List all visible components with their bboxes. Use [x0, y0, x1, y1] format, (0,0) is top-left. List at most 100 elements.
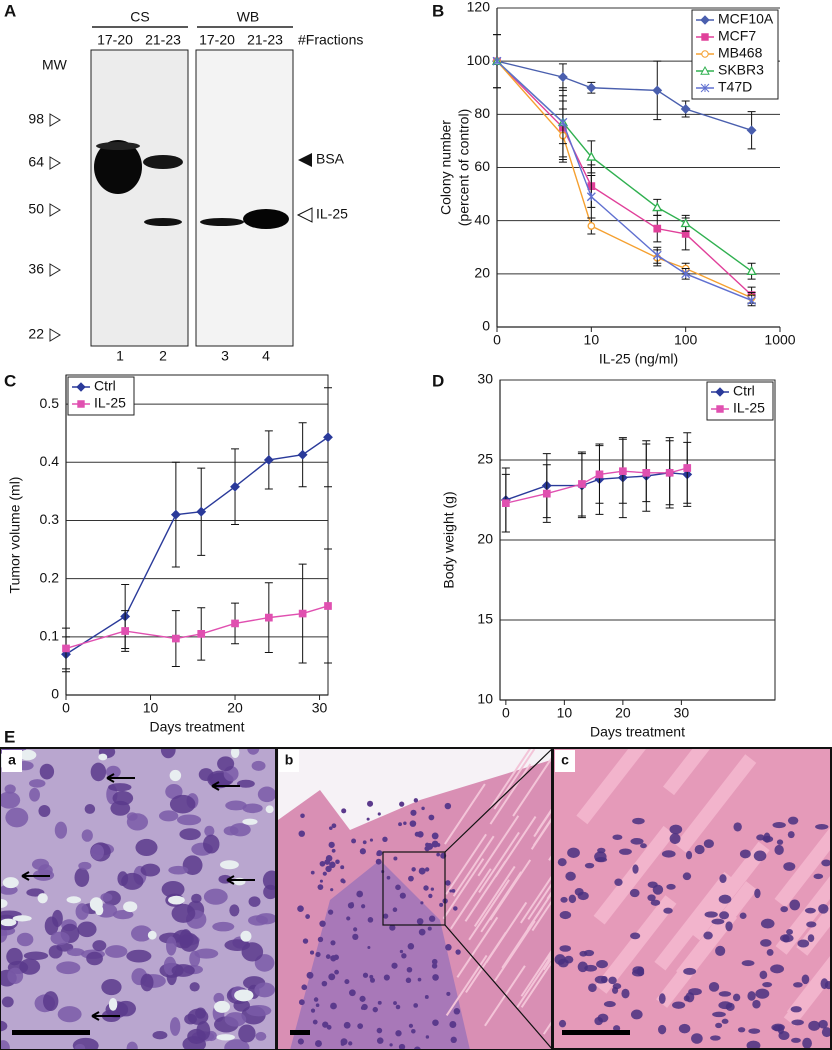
data-point — [542, 489, 551, 498]
nucleus — [309, 950, 315, 955]
nucleus — [255, 1031, 267, 1041]
mw-arrow — [49, 156, 61, 170]
lumen — [242, 818, 258, 825]
nucleus — [48, 945, 63, 959]
nucleus — [353, 927, 358, 932]
nucleus — [614, 878, 623, 886]
nucleus — [57, 1006, 82, 1023]
fiber — [542, 956, 551, 971]
nucleus — [780, 906, 789, 913]
nucleus — [300, 813, 305, 819]
y-axis-title: (percent of control) — [456, 109, 472, 227]
nucleus — [242, 803, 263, 814]
nucleus — [194, 948, 219, 959]
mw-marker: 50 — [28, 201, 44, 217]
data-point — [323, 432, 333, 443]
fiber — [444, 783, 486, 845]
nucleus — [399, 949, 404, 954]
nucleus — [746, 1040, 761, 1050]
nucleus — [233, 999, 250, 1012]
nucleus — [344, 979, 350, 985]
nucleus — [203, 834, 220, 854]
nucleus — [348, 989, 356, 997]
y-tick-label: 120 — [467, 0, 491, 15]
nucleus — [715, 1022, 723, 1029]
nucleus — [431, 840, 439, 848]
data-point — [297, 449, 308, 460]
lumen — [265, 805, 274, 814]
nucleus — [432, 965, 437, 969]
fiber — [512, 757, 551, 817]
fiber — [675, 754, 757, 853]
nucleus — [361, 904, 366, 909]
y-tick-label: 10 — [477, 691, 493, 707]
nucleus — [395, 1030, 402, 1037]
legend-marker — [700, 65, 710, 75]
nucleus — [685, 850, 693, 860]
nucleus — [4, 784, 16, 794]
nucleus — [212, 921, 235, 932]
nucleus — [408, 875, 414, 882]
x-tick-label: 1000 — [764, 332, 795, 348]
nucleus — [703, 931, 713, 940]
series-line — [65, 605, 329, 650]
nucleus — [423, 885, 429, 891]
mw-marker: 36 — [28, 261, 44, 277]
nucleus — [247, 748, 260, 755]
legend-marker — [700, 15, 710, 25]
nucleus — [191, 893, 202, 904]
fiber — [489, 763, 532, 825]
zoom-line — [444, 747, 554, 853]
legend-marker — [76, 382, 86, 392]
nucleus — [306, 971, 314, 979]
lumen — [147, 930, 157, 940]
blot-header: WB — [237, 9, 260, 25]
nucleus — [683, 967, 697, 975]
nucleus — [406, 966, 413, 973]
band — [94, 140, 142, 194]
nucleus — [410, 809, 417, 816]
data-point — [586, 192, 596, 202]
legend-marker — [700, 83, 710, 93]
band-arrow — [296, 207, 313, 223]
nucleus — [584, 862, 595, 869]
nucleus — [631, 969, 645, 977]
nucleus — [776, 839, 784, 845]
nucleus — [74, 1043, 86, 1050]
lane-number: 2 — [159, 348, 167, 364]
fiber — [456, 916, 499, 978]
nucleus — [376, 1037, 384, 1044]
nucleus — [596, 960, 608, 969]
nucleus — [428, 893, 433, 899]
nucleus — [449, 889, 453, 893]
data-point — [619, 467, 627, 476]
nucleus — [376, 852, 381, 857]
nucleus — [377, 812, 381, 816]
nucleus — [678, 1023, 691, 1034]
x-tick-label: 30 — [312, 700, 328, 716]
nucleus — [721, 1018, 729, 1024]
band — [144, 218, 182, 226]
y-tick-label: 0.5 — [40, 395, 60, 411]
fiber — [473, 865, 516, 927]
nucleus — [248, 896, 261, 907]
histology-b — [278, 748, 551, 1050]
scale-bar — [562, 1030, 630, 1035]
x-tick-label: 20 — [615, 705, 631, 721]
nucleus — [789, 899, 801, 911]
nucleus — [418, 867, 426, 875]
nucleus — [372, 1006, 378, 1013]
data-point — [558, 72, 568, 83]
panel-label: A — [4, 1, 16, 20]
nucleus — [369, 977, 375, 983]
label-box — [555, 750, 575, 772]
nucleus — [367, 917, 374, 923]
label-box — [279, 750, 299, 772]
lumen — [169, 769, 182, 782]
blot-lane — [195, 49, 294, 347]
y-tick-label: 100 — [467, 52, 491, 68]
series-line — [496, 60, 752, 299]
nucleus — [16, 932, 34, 947]
arrow — [21, 871, 50, 881]
